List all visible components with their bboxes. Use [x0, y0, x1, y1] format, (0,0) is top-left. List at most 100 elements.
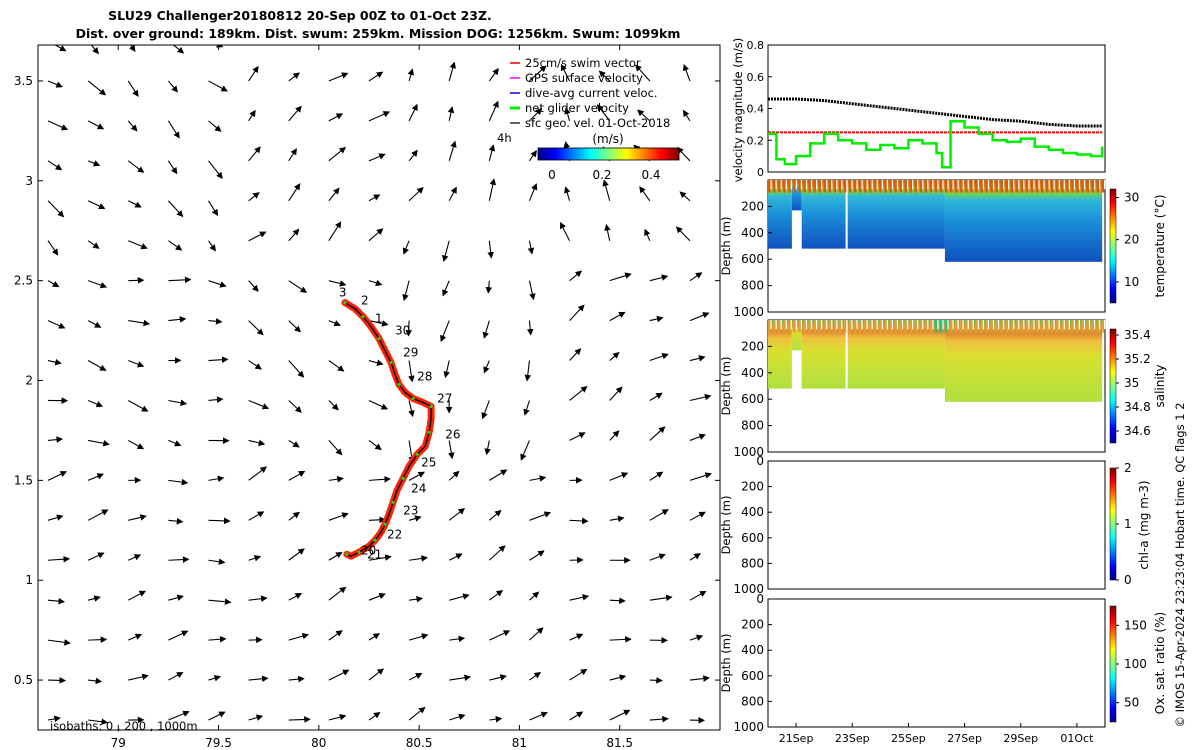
- current-arrow: [689, 433, 706, 441]
- dive-gap: [790, 180, 792, 190]
- current-arrow: [689, 472, 712, 481]
- dive-gap: [810, 180, 813, 190]
- dive-top: [1056, 320, 1059, 333]
- dive-top: [1020, 180, 1024, 193]
- dive-top: [990, 320, 993, 333]
- dive-top: [843, 180, 847, 193]
- current-arrow: [564, 107, 571, 122]
- dive-top: [889, 320, 892, 333]
- current-arrow: [449, 635, 466, 643]
- dive-top: [808, 320, 811, 333]
- temperature-ylabel: Depth (m): [719, 217, 733, 276]
- dive-top: [1000, 180, 1004, 193]
- temperature-section: [768, 180, 1106, 262]
- day-label: 25: [421, 455, 436, 469]
- dive-top: [1030, 180, 1034, 193]
- track-point: [401, 476, 405, 480]
- current-arrow: [529, 475, 547, 482]
- current-arrow: [408, 186, 424, 202]
- dive-gap: [891, 180, 894, 190]
- dive-gap: [881, 180, 883, 190]
- colorbar-unit: (m/s): [592, 132, 623, 146]
- current-arrow: [449, 713, 466, 721]
- dive-gap: [1058, 320, 1060, 330]
- current-arrow: [447, 106, 455, 122]
- dive-gap: [841, 320, 843, 330]
- track-point: [397, 383, 401, 387]
- dive-gap: [937, 180, 939, 190]
- dive-top: [990, 180, 993, 193]
- dive-top: [818, 180, 822, 193]
- dive-top: [833, 180, 837, 193]
- velocity-ytick-label: 0.8: [747, 39, 765, 52]
- current-arrow: [128, 633, 143, 641]
- current-arrow: [88, 439, 110, 447]
- current-arrow: [167, 80, 179, 93]
- current-arrow: [328, 113, 344, 122]
- dive-gap: [957, 320, 959, 330]
- day-label: 21: [367, 547, 382, 561]
- dive-gap: [775, 180, 777, 190]
- current-arrow: [483, 360, 490, 374]
- chla-ylabel: Depth (m): [719, 496, 733, 555]
- dive-gap: [836, 320, 838, 330]
- dive-top: [1101, 180, 1105, 193]
- current-arrow: [368, 359, 384, 366]
- dive-top: [828, 180, 832, 193]
- current-arrow: [528, 280, 536, 301]
- legend-net-glider: net glider velocity: [525, 101, 629, 115]
- dive-top: [1040, 320, 1044, 333]
- current-arrow: [596, 104, 611, 122]
- current-arrow: [649, 392, 663, 401]
- velocity-ytick-label: 0: [757, 166, 764, 179]
- current-arrow: [127, 160, 145, 173]
- dive-gap: [937, 320, 939, 330]
- track-point: [343, 301, 347, 305]
- current-arrow: [87, 280, 108, 289]
- dive-top: [1035, 320, 1039, 333]
- velocity-series: [768, 97, 1104, 169]
- current-arrow: [168, 710, 190, 721]
- current-arrow: [248, 231, 267, 242]
- dive-gap: [997, 320, 1000, 330]
- dive-top: [1091, 180, 1095, 193]
- current-arrow: [328, 440, 343, 456]
- dive-top: [919, 320, 923, 333]
- day-label: 2: [361, 294, 369, 308]
- dive-gap: [1078, 320, 1081, 330]
- current-arrow: [368, 399, 389, 410]
- dive-gap: [932, 180, 934, 190]
- figure-title-line1: SLU29 Challenger20180812 20-Sep 00Z to 0…: [108, 8, 492, 23]
- current-arrow: [368, 71, 384, 82]
- current-arrow: [488, 178, 497, 201]
- current-arrow: [47, 358, 62, 366]
- current-arrow: [443, 360, 450, 379]
- dive-top: [1076, 320, 1079, 333]
- dive-top: [838, 320, 842, 333]
- current-arrow: [569, 432, 586, 441]
- current-arrow: [569, 386, 588, 401]
- dive-top: [944, 320, 948, 333]
- dive-gap: [1078, 180, 1081, 190]
- dive-gap: [912, 180, 914, 190]
- current-arrow: [248, 280, 259, 292]
- dive-gap: [821, 320, 823, 330]
- dive-gap: [1088, 180, 1091, 190]
- track-point: [429, 404, 433, 408]
- current-arrow: [569, 668, 588, 681]
- current-arrow: [368, 153, 386, 162]
- current-arrow: [88, 718, 109, 726]
- dive-gap: [952, 320, 954, 330]
- dive-gap: [1063, 180, 1065, 190]
- dive-top: [858, 320, 862, 333]
- current-arrow: [87, 80, 107, 96]
- salinity-ticks: 200 400 600 800 1000 34.6 34.8 35 35.2 35.4: [733, 328, 1150, 459]
- dive-gap: [871, 180, 873, 190]
- current-arrow: [47, 715, 61, 723]
- current-arrow: [408, 471, 426, 481]
- dive-top: [955, 320, 958, 333]
- current-arrow: [368, 668, 385, 681]
- current-arrow: [248, 555, 262, 562]
- colorbar-tick-0: 0: [548, 168, 556, 182]
